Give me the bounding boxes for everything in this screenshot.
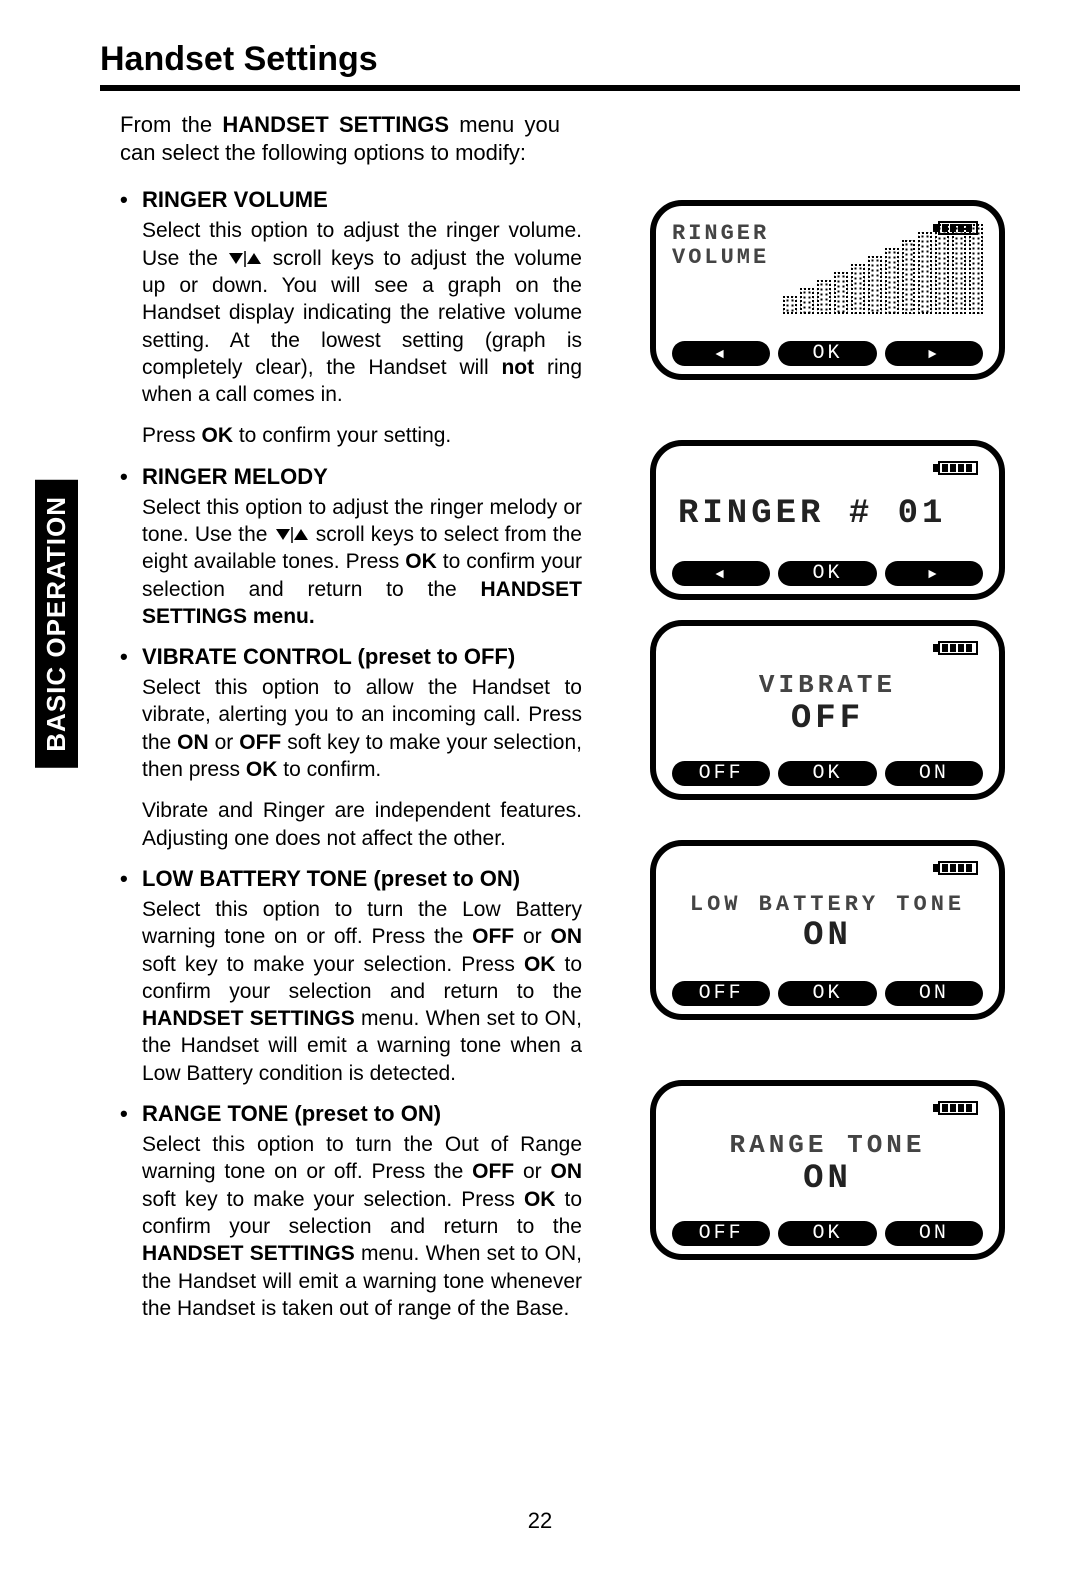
lcd-rv-l1: RINGER	[672, 222, 769, 246]
lcd-range-l2: ON	[803, 1160, 852, 1198]
page-title: Handset Settings	[100, 40, 1020, 79]
bullet-range-tone: • RANGE TONE (preset to ON)	[120, 1101, 580, 1127]
text-ringer-volume-1: Select this option to adjust the ringer …	[142, 217, 582, 408]
rv-not: not	[501, 356, 534, 379]
lcd-vibrate-l2: OFF	[791, 700, 864, 738]
rt-ok: OK	[524, 1188, 556, 1211]
rv2b: to confirm your setting.	[233, 424, 451, 447]
lcd-ringer-melody: RINGER # 01 OK	[650, 440, 1005, 600]
rt-off: OFF	[472, 1160, 514, 1183]
bullet-dot-icon: •	[120, 464, 142, 490]
heading-vibrate: VIBRATE CONTROL (preset to OFF)	[142, 644, 515, 670]
rt-or: or	[514, 1160, 550, 1183]
lcd-rv-label: RINGER VOLUME	[672, 218, 769, 341]
rt-b: soft key to make your selection. Press	[142, 1188, 524, 1211]
rv2ok: OK	[202, 424, 234, 447]
battery-icon	[933, 860, 979, 881]
scroll-down-up-icon	[227, 251, 263, 267]
softkey-on[interactable]: ON	[885, 761, 983, 786]
softkey-left-arrow[interactable]	[672, 341, 770, 366]
softkey-ok[interactable]: OK	[778, 761, 876, 786]
rm-ok: OK	[405, 550, 437, 573]
rv2a: Press	[142, 424, 202, 447]
softkey-ok[interactable]: OK	[778, 981, 876, 1006]
v-on: ON	[177, 731, 209, 754]
v-off: OFF	[239, 731, 281, 754]
lcd-low-battery: LOW BATTERY TONE ON OFF OK ON	[650, 840, 1005, 1020]
softkey-ok[interactable]: OK	[778, 341, 876, 366]
lb-off: OFF	[472, 925, 514, 948]
bullet-dot-icon: •	[120, 1101, 142, 1127]
softkey-right-arrow[interactable]	[885, 561, 983, 586]
heading-ringer-volume: RINGER VOLUME	[142, 187, 328, 213]
v-ok: OK	[246, 758, 278, 781]
softkey-off[interactable]: OFF	[672, 981, 770, 1006]
lb-b: soft key to make your selection. Press	[142, 953, 524, 976]
side-tab: BASIC OPERATION	[35, 480, 78, 768]
text-ringer-volume-2: Press OK to confirm your setting.	[142, 422, 582, 449]
softkey-right-arrow[interactable]	[885, 341, 983, 366]
softkey-left-arrow[interactable]	[672, 561, 770, 586]
softkey-ok[interactable]: OK	[778, 561, 876, 586]
lb-or: or	[514, 925, 550, 948]
bullet-ringer-volume: • RINGER VOLUME	[120, 187, 580, 213]
lcd-lowbatt-l1: LOW BATTERY TONE	[690, 892, 965, 917]
lb-on: ON	[551, 925, 583, 948]
bullet-low-battery: • LOW BATTERY TONE (preset to ON)	[120, 866, 580, 892]
softkey-on[interactable]: ON	[885, 981, 983, 1006]
bullet-dot-icon: •	[120, 866, 142, 892]
bullet-vibrate: • VIBRATE CONTROL (preset to OFF)	[120, 644, 580, 670]
text-vibrate-2: Vibrate and Ringer are independent featu…	[142, 797, 582, 852]
rt-on: ON	[551, 1160, 583, 1183]
lcd-range-l1: RANGE TONE	[729, 1130, 925, 1160]
page-number: 22	[0, 1508, 1080, 1534]
battery-icon	[933, 1100, 979, 1121]
lcd-vibrate-l1: VIBRATE	[759, 670, 896, 700]
lb-ok: OK	[524, 953, 556, 976]
heading-ringer-melody: RINGER MELODY	[142, 464, 328, 490]
title-rule	[100, 85, 1020, 91]
manual-page: BASIC OPERATION Handset Settings From th…	[0, 0, 1080, 1584]
softkey-off[interactable]: OFF	[672, 761, 770, 786]
bullet-dot-icon: •	[120, 644, 142, 670]
lcd-melody-line: RINGER # 01	[678, 495, 946, 533]
v-c: to confirm.	[277, 758, 381, 781]
softkey-on[interactable]: ON	[885, 1221, 983, 1246]
battery-icon	[933, 640, 979, 661]
lb-menu: HANDSET SETTINGS	[142, 1007, 355, 1030]
bullet-dot-icon: •	[120, 187, 142, 213]
lcd-rv-l2: VOLUME	[672, 246, 769, 270]
text-ringer-melody: Select this option to adjust the ringer …	[142, 494, 582, 630]
text-low-battery: Select this option to turn the Low Batte…	[142, 896, 582, 1087]
intro-bold: HANDSET SETTINGS	[222, 112, 449, 137]
softkey-off[interactable]: OFF	[672, 1221, 770, 1246]
intro-text: From the HANDSET SETTINGS menu you can s…	[120, 111, 560, 167]
heading-range-tone: RANGE TONE (preset to ON)	[142, 1101, 441, 1127]
lcd-ringer-volume: RINGER VOLUME OK	[650, 200, 1005, 380]
battery-icon	[933, 220, 979, 241]
lcd-lowbatt-l2: ON	[803, 917, 852, 955]
text-vibrate-1: Select this option to allow the Handset …	[142, 674, 582, 783]
scroll-down-up-icon	[274, 527, 310, 543]
heading-low-battery: LOW BATTERY TONE (preset to ON)	[142, 866, 520, 892]
sections: • RINGER VOLUME Select this option to ad…	[120, 187, 580, 1322]
lcd-range-tone: RANGE TONE ON OFF OK ON	[650, 1080, 1005, 1260]
bullet-ringer-melody: • RINGER MELODY	[120, 464, 580, 490]
rt-menu: HANDSET SETTINGS	[142, 1242, 355, 1265]
text-range-tone: Select this option to turn the Out of Ra…	[142, 1131, 582, 1322]
intro-pre: From the	[120, 112, 222, 137]
softkey-ok[interactable]: OK	[778, 1221, 876, 1246]
v-or: or	[209, 731, 240, 754]
battery-icon	[933, 460, 979, 481]
lcd-vibrate: VIBRATE OFF OFF OK ON	[650, 620, 1005, 800]
